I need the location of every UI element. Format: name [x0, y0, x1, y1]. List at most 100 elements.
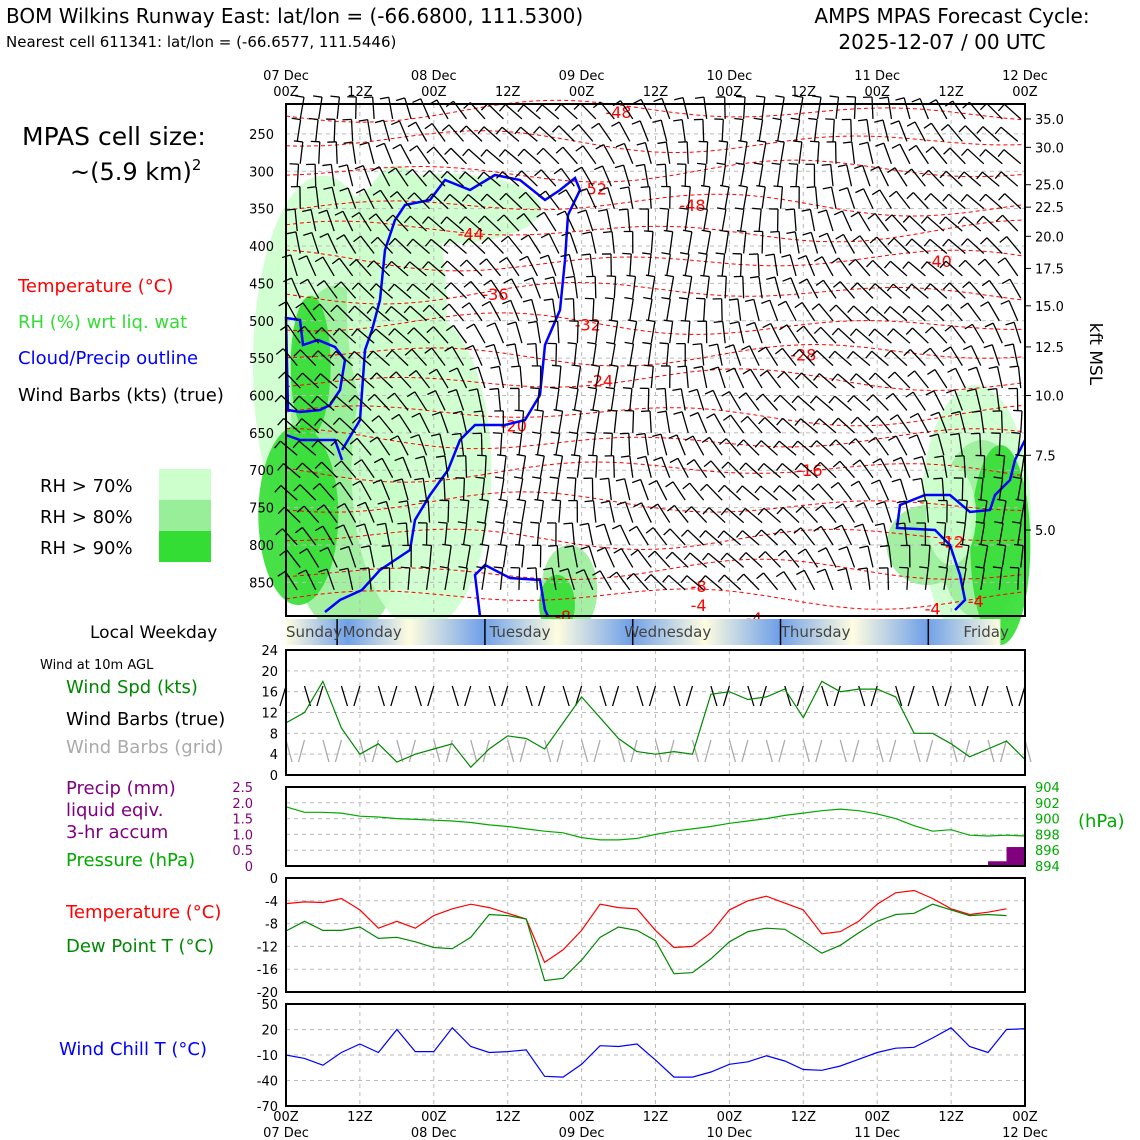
wind-barb-flag [868, 328, 876, 337]
wind-barb [333, 119, 336, 142]
wind-barb-flag [1000, 299, 1010, 305]
wind-barb-flag [776, 417, 784, 426]
wind-barb [610, 298, 615, 321]
wind-barb [779, 141, 785, 164]
wind-barb [318, 141, 321, 164]
wind-barb [356, 328, 375, 344]
header-subtitle: Nearest cell 611341: lat/lon = (-66.6577… [6, 33, 396, 51]
wind-barb [706, 186, 711, 209]
wind-barb [984, 258, 1000, 277]
wind-barb-flag [322, 163, 332, 167]
wind-barb-flag [734, 117, 744, 121]
wind-barb-flag [777, 300, 787, 306]
wind-barb [941, 478, 945, 501]
wind-barb [832, 119, 835, 142]
wind-barb-flag [535, 104, 543, 112]
wind-barb-flag [923, 238, 931, 247]
wind-barb [668, 574, 686, 591]
wind-barb-flag [351, 373, 359, 381]
wind-barb-flag [868, 436, 877, 444]
wind-barb-flag [360, 545, 370, 549]
wind-barb [629, 253, 632, 276]
wind-barb [523, 148, 541, 165]
wind-barb [339, 481, 354, 501]
wind-barb [558, 366, 562, 389]
wind-barb-flag [978, 543, 988, 547]
wind-barb-flag [939, 260, 947, 269]
wind-barb [632, 410, 635, 433]
legend-rh80: RH > 80% [40, 507, 133, 528]
wind-barb-flag [440, 216, 448, 225]
wind-barb-flag [831, 327, 839, 336]
wind-barb-flag [736, 573, 745, 581]
wind-barb-flag [1014, 543, 1024, 547]
wind-barb-flag [701, 436, 710, 444]
wind-barb-flag [543, 567, 553, 571]
wind-barb [611, 231, 615, 254]
wind-barb [874, 283, 892, 299]
temp-contour-label: -8 [691, 577, 707, 596]
pressure-tick-label: 750 [249, 502, 274, 517]
wind-barb-grid [741, 739, 749, 763]
wind-barb [666, 343, 670, 366]
wind-barb-flag [809, 395, 817, 404]
wind-barb-flag [975, 566, 985, 569]
wind-barb [379, 189, 394, 209]
wind-barb-flag [753, 117, 763, 121]
wind-barb-flag [829, 95, 839, 98]
wind-barb-flag [855, 188, 864, 194]
wind-barb-flag [441, 124, 450, 132]
wind-barb-flag [461, 543, 471, 547]
wind-barb [763, 462, 782, 479]
top-hour-label: 12Z [938, 85, 964, 100]
wind-barb-flag [682, 482, 691, 490]
wind-barb-flag [988, 365, 998, 370]
wind-barb-flag [977, 258, 986, 266]
wind-barb [720, 298, 723, 321]
wind-barb-flag [291, 117, 301, 121]
wind-barb-grid [297, 739, 306, 763]
wind-barb [802, 505, 819, 524]
wind-barb [499, 523, 505, 546]
wind-barb [375, 283, 394, 299]
wind-barb [982, 171, 1000, 187]
wind-barb [1000, 410, 1003, 433]
wind-barb-grid [396, 739, 404, 763]
wind-barb-flag [852, 459, 861, 466]
wind-barb-flag [517, 148, 525, 157]
wind-barb-true [932, 685, 940, 707]
wind-barb-flag [448, 367, 458, 373]
wind-barb [504, 103, 523, 120]
wind-barb [986, 237, 1003, 254]
wind-barb-flag [626, 572, 635, 580]
wind-barb [876, 415, 892, 434]
wind-barb [722, 321, 726, 344]
wind-barb-flag [571, 454, 581, 457]
wind-barb [384, 523, 391, 546]
wind-barb [955, 368, 966, 389]
wind-barb [624, 478, 631, 501]
wind-barb-flag [366, 306, 374, 314]
wind-barb [433, 326, 449, 344]
wind-barb [781, 347, 797, 367]
wind-barb-flag [667, 504, 675, 512]
wind-barb-flag [630, 549, 639, 556]
wind-barb-flag [673, 118, 683, 122]
wind-barb-flag [886, 328, 894, 336]
wind-barb [326, 210, 335, 232]
wind-barb [765, 346, 779, 366]
dewpoint-line [285, 903, 1007, 982]
wind-barb-true [895, 685, 903, 707]
wind-barb-flag [292, 395, 300, 404]
wind-barb [425, 567, 431, 590]
wind-barb-flag [870, 165, 880, 172]
legend-swatch-rh70 [159, 469, 211, 500]
wind-barb-flag [842, 141, 852, 144]
weekday-strip: Sunday Monday Tuesday Wednesday Thursday Frid… [286, 619, 1009, 645]
wind-barb [555, 433, 561, 456]
wind-barb [431, 193, 449, 210]
wind-barb [899, 478, 908, 501]
wind-barb-flag [370, 236, 379, 244]
wind-barb-flag [884, 260, 891, 269]
